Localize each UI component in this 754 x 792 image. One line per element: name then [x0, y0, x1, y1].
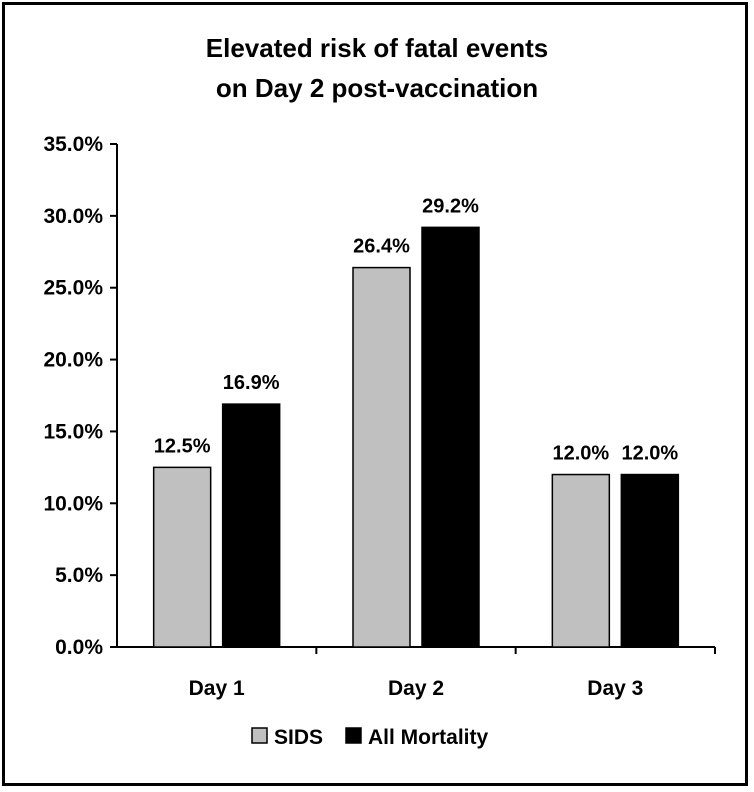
legend-swatch — [251, 727, 268, 744]
x-tick-label: Day 3 — [587, 677, 643, 700]
bar — [352, 266, 411, 648]
y-tick-label: 0.0% — [55, 636, 103, 659]
data-labels: 12.5% 16.9% 26.4% 29.2% 12.0% 12.0% — [154, 195, 679, 464]
data-label: 16.9% — [223, 372, 280, 394]
data-label: 12.5% — [154, 435, 211, 457]
y-tick-label: 10.0% — [43, 492, 103, 515]
x-tick-label: Day 2 — [388, 677, 444, 700]
data-label: 12.0% — [621, 443, 678, 465]
bar — [221, 403, 281, 648]
data-label: 12.0% — [552, 443, 609, 465]
chart-title-line-2: on Day 2 post-vaccination — [216, 73, 538, 103]
y-tick-label: 35.0% — [43, 133, 103, 156]
y-tick-labels: 0.0% 5.0% 10.0% 15.0% 20.0% 25.0% 30.0% 35.0% — [43, 133, 103, 659]
bar — [551, 473, 611, 648]
bar — [620, 473, 680, 648]
x-tick-labels: Day 1 Day 2 Day 3 — [189, 677, 644, 700]
y-tick-label: 15.0% — [43, 420, 103, 443]
chart-title-line-1: Elevated risk of fatal events — [206, 33, 548, 63]
bars — [152, 226, 680, 648]
data-label: 29.2% — [422, 195, 479, 217]
axes — [110, 143, 716, 654]
bar — [421, 226, 480, 648]
legend: SIDS All Mortality — [251, 726, 488, 749]
legend-label: All Mortality — [368, 726, 488, 749]
y-tick-label: 25.0% — [43, 277, 103, 300]
y-tick-label: 30.0% — [43, 205, 103, 228]
legend-swatch — [345, 727, 362, 744]
legend-label: SIDS — [274, 726, 323, 749]
x-tick-label: Day 1 — [189, 677, 245, 700]
data-label: 26.4% — [353, 236, 410, 258]
y-tick-label: 20.0% — [43, 349, 103, 372]
y-tick-label: 5.0% — [55, 564, 103, 587]
bar — [152, 466, 212, 648]
